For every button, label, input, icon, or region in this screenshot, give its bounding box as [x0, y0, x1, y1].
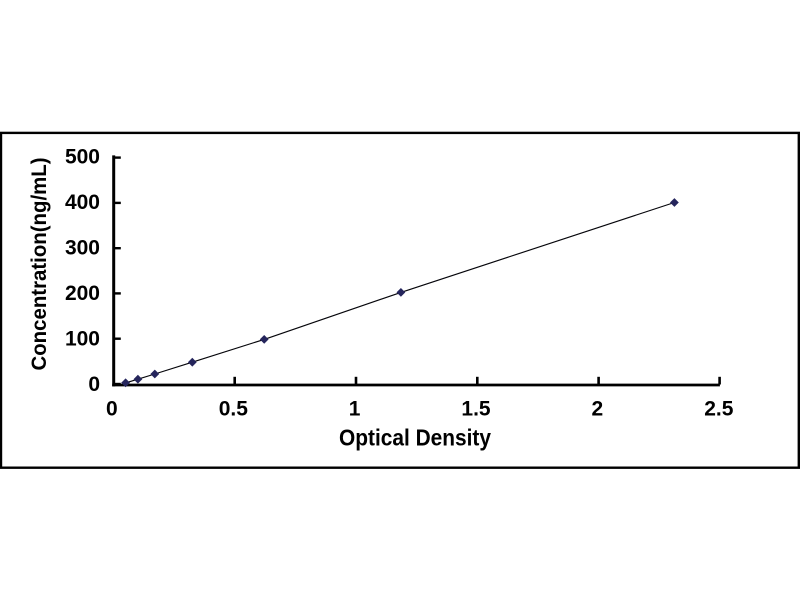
svg-text:400: 400: [65, 191, 100, 214]
svg-text:1.5: 1.5: [461, 398, 491, 421]
svg-text:300: 300: [65, 237, 100, 260]
svg-text:0.5: 0.5: [219, 398, 249, 421]
svg-text:500: 500: [65, 146, 100, 169]
svg-text:0: 0: [106, 398, 118, 421]
svg-text:2.5: 2.5: [704, 398, 734, 421]
svg-text:2: 2: [592, 398, 604, 421]
svg-text:Optical Density: Optical Density: [339, 424, 491, 450]
svg-text:100: 100: [65, 328, 100, 351]
svg-text:0: 0: [88, 373, 100, 396]
svg-text:1: 1: [349, 398, 361, 421]
svg-text:Concentration(ng/mL): Concentration(ng/mL): [28, 158, 51, 371]
svg-text:200: 200: [65, 282, 100, 305]
